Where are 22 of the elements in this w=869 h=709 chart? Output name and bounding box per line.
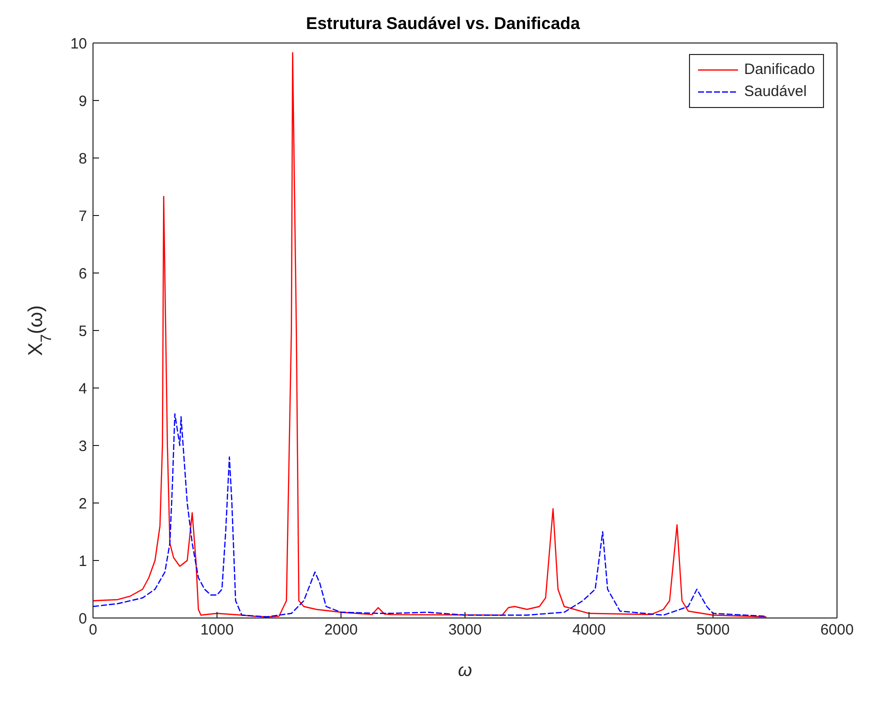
chart-title: Estrutura Saudável vs. Danificada [305,14,581,34]
y-tick-label: 0 [78,610,87,628]
x-tick-label: 2000 [324,622,358,639]
y-tick-label: 4 [78,380,87,398]
y-tick-label: 9 [78,92,87,110]
legend-label: Saudável [744,82,807,102]
y-tick-label: 6 [78,265,87,282]
x-tick-label: 1000 [200,622,234,639]
y-tick-label: 2 [78,495,87,512]
y-tick-label: 5 [78,322,87,340]
y-tick-label: 1 [78,552,87,570]
x-axis-title: ω [458,660,472,680]
legend-label: Danificado [744,60,815,80]
x-tick-label: 5000 [696,622,730,639]
y-tick-label: 8 [78,150,87,168]
x-tick-label: 3000 [448,622,482,639]
y-tick-label: 3 [78,438,87,455]
line-series [93,413,767,618]
x-tick-label: 4000 [572,622,606,639]
y-tick-label: 7 [78,208,87,225]
y-tick-label: 10 [70,35,87,52]
x-tick-label: 6000 [820,622,854,639]
